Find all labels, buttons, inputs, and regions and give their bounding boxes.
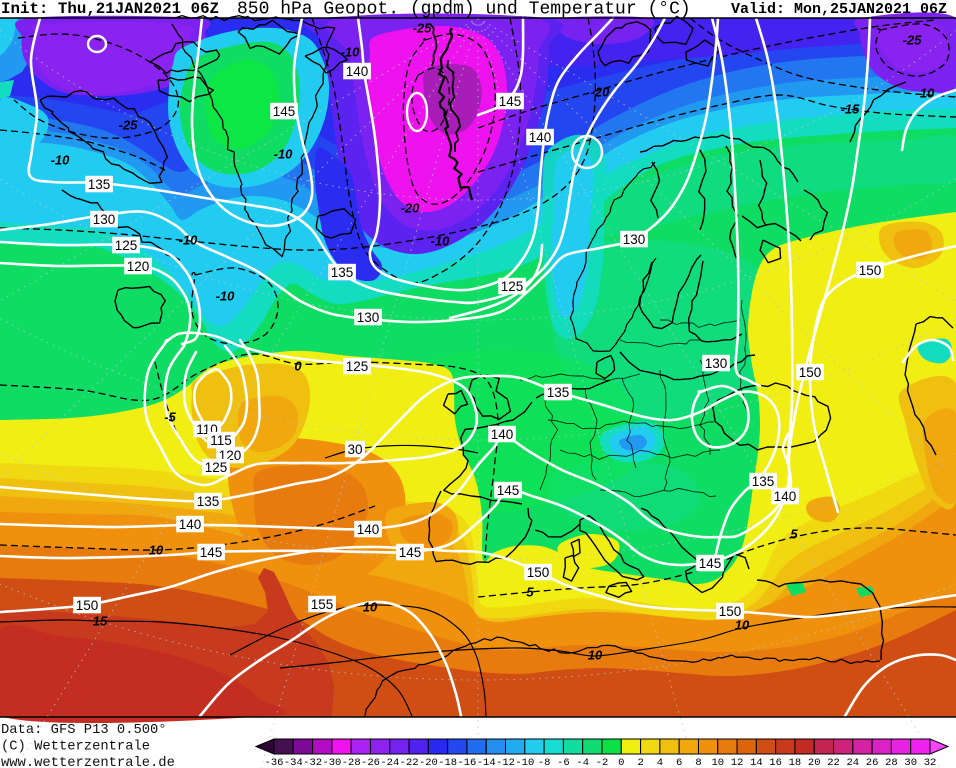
svg-text:4: 4 <box>657 757 663 768</box>
svg-text:130: 130 <box>623 232 646 247</box>
svg-text:850 hPa Geopot. (gpdm) und Tem: 850 hPa Geopot. (gpdm) und Temperatur (°… <box>237 0 691 20</box>
svg-text:18: 18 <box>789 757 802 768</box>
svg-text:-25: -25 <box>119 118 139 133</box>
svg-text:155: 155 <box>311 597 334 612</box>
svg-text:-25: -25 <box>413 21 433 36</box>
svg-text:150: 150 <box>859 263 882 278</box>
svg-text:28: 28 <box>885 757 898 768</box>
svg-text:145: 145 <box>497 483 520 498</box>
svg-text:135: 135 <box>547 385 570 400</box>
svg-text:150: 150 <box>799 365 822 380</box>
svg-text:-25: -25 <box>903 33 923 48</box>
svg-text:16: 16 <box>769 757 782 768</box>
svg-text:5: 5 <box>526 585 534 600</box>
svg-text:26: 26 <box>866 757 879 768</box>
svg-text:-10: -10 <box>179 233 199 248</box>
svg-text:0: 0 <box>618 757 624 768</box>
svg-text:125: 125 <box>115 238 138 253</box>
svg-text:12: 12 <box>731 757 744 768</box>
svg-text:140: 140 <box>179 517 202 532</box>
svg-text:140: 140 <box>357 522 380 537</box>
svg-text:10: 10 <box>149 543 164 558</box>
svg-text:10: 10 <box>735 618 750 633</box>
svg-text:145: 145 <box>399 545 422 560</box>
svg-text:10: 10 <box>363 600 378 615</box>
svg-text:-22: -22 <box>400 757 419 768</box>
svg-text:www.wetterzentrale.de: www.wetterzentrale.de <box>1 755 175 768</box>
svg-text:120: 120 <box>127 259 150 274</box>
svg-text:30: 30 <box>904 757 917 768</box>
svg-text:-36: -36 <box>265 757 284 768</box>
svg-text:-30: -30 <box>322 757 341 768</box>
svg-text:-32: -32 <box>303 757 322 768</box>
svg-text:14: 14 <box>750 757 763 768</box>
svg-text:-34: -34 <box>284 757 303 768</box>
svg-text:Valid: Mon,25JAN2021 06Z: Valid: Mon,25JAN2021 06Z <box>731 1 947 18</box>
svg-text:135: 135 <box>197 494 220 509</box>
svg-text:-20: -20 <box>419 757 438 768</box>
svg-text:140: 140 <box>346 64 369 79</box>
svg-text:125: 125 <box>346 359 369 374</box>
svg-text:0: 0 <box>294 359 302 374</box>
svg-text:-2: -2 <box>596 757 609 768</box>
svg-text:22: 22 <box>827 757 840 768</box>
svg-text:-14: -14 <box>477 757 496 768</box>
svg-text:Data: GFS P13 0.500°: Data: GFS P13 0.500° <box>1 723 167 738</box>
svg-text:10: 10 <box>711 757 724 768</box>
svg-text:130: 130 <box>357 310 380 325</box>
svg-text:-24: -24 <box>380 757 399 768</box>
svg-text:140: 140 <box>774 489 797 504</box>
svg-text:-16: -16 <box>457 757 476 768</box>
svg-text:-5: -5 <box>164 410 176 425</box>
svg-text:115: 115 <box>210 433 232 448</box>
svg-text:5: 5 <box>790 527 798 542</box>
svg-text:(C) Wetterzentrale: (C) Wetterzentrale <box>1 739 150 755</box>
svg-text:140: 140 <box>491 427 514 442</box>
svg-text:145: 145 <box>699 556 722 571</box>
svg-text:24: 24 <box>846 757 859 768</box>
svg-text:-10: -10 <box>216 289 236 304</box>
svg-text:150: 150 <box>527 565 550 580</box>
svg-text:-10: -10 <box>431 234 451 249</box>
svg-text:2: 2 <box>637 757 643 768</box>
svg-text:125: 125 <box>501 279 524 294</box>
svg-text:6: 6 <box>676 757 682 768</box>
svg-text:-26: -26 <box>361 757 380 768</box>
svg-text:10: 10 <box>588 648 603 663</box>
svg-text:-18: -18 <box>438 757 457 768</box>
svg-text:-15: -15 <box>841 102 861 117</box>
svg-text:125: 125 <box>205 460 228 475</box>
svg-text:145: 145 <box>499 94 522 109</box>
svg-text:-8: -8 <box>538 757 551 768</box>
svg-text:-12: -12 <box>496 757 515 768</box>
svg-text:130: 130 <box>93 212 116 227</box>
svg-text:-10: -10 <box>515 757 534 768</box>
svg-text:15: 15 <box>93 614 108 629</box>
svg-text:150: 150 <box>76 598 99 613</box>
svg-text:140: 140 <box>529 130 552 145</box>
svg-text:-6: -6 <box>557 757 570 768</box>
svg-text:-10: -10 <box>341 45 361 60</box>
svg-text:150: 150 <box>719 604 742 619</box>
svg-text:135: 135 <box>88 177 111 192</box>
svg-text:20: 20 <box>808 757 821 768</box>
svg-text:145: 145 <box>273 104 296 119</box>
svg-text:130: 130 <box>705 356 728 371</box>
svg-text:135: 135 <box>752 474 775 489</box>
svg-text:-4: -4 <box>576 757 589 768</box>
svg-text:32: 32 <box>924 757 937 768</box>
svg-text:145: 145 <box>200 545 223 560</box>
svg-text:-10: -10 <box>916 86 936 101</box>
svg-text:-20: -20 <box>591 85 611 100</box>
svg-text:135: 135 <box>331 265 354 280</box>
svg-text:-20: -20 <box>401 201 421 216</box>
svg-text:-28: -28 <box>342 757 361 768</box>
svg-text:-10: -10 <box>51 153 71 168</box>
svg-text:Init: Thu,21JAN2021 06Z: Init: Thu,21JAN2021 06Z <box>1 0 219 18</box>
svg-text:30: 30 <box>347 442 362 457</box>
svg-text:-10: -10 <box>274 147 294 162</box>
svg-text:8: 8 <box>695 757 701 768</box>
